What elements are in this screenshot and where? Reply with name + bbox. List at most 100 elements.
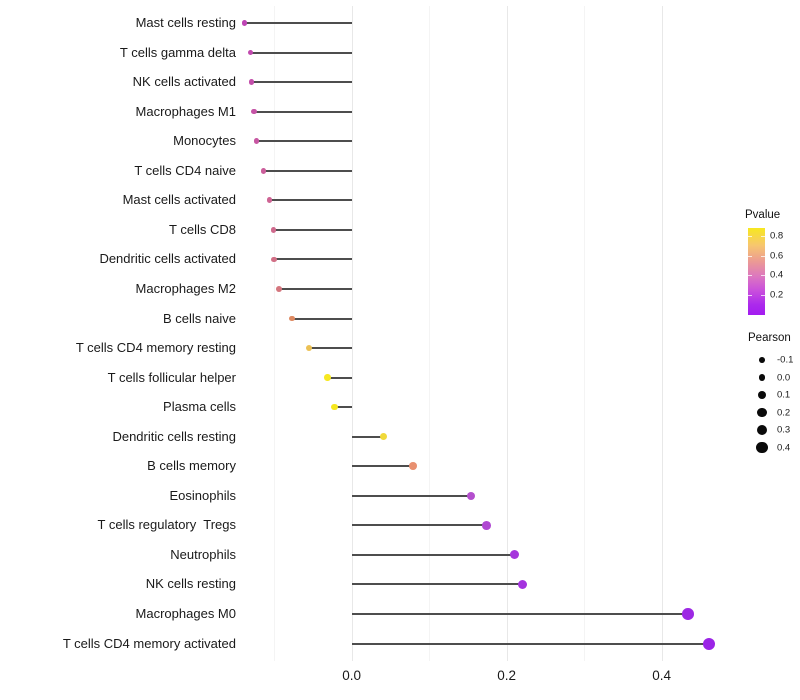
- lollipop-dot: [275, 286, 282, 292]
- category-label: T cells follicular helper: [107, 369, 236, 385]
- category-label: Macrophages M1: [135, 103, 236, 119]
- lollipop-dot: [242, 20, 248, 26]
- size-legend-label: 0.4: [777, 442, 791, 454]
- category-label: Monocytes: [173, 133, 236, 149]
- lollipop-dot: [270, 227, 277, 233]
- pvalue-legend-title: Pvalue: [745, 209, 781, 221]
- lollipop-stem: [292, 317, 352, 320]
- category-label: T cells gamma delta: [119, 44, 236, 60]
- category-label: T cells CD4 naive: [134, 162, 236, 178]
- category-label: T cells regulatory Tregs: [97, 517, 236, 533]
- lollipop-dot: [682, 608, 694, 620]
- x-tick-label: 0.2: [497, 668, 517, 683]
- colorbar-tick: [748, 255, 752, 257]
- pearson-legend-title: Pearson: [748, 332, 791, 344]
- lollipop-dot: [324, 374, 331, 381]
- size-legend-dot: [757, 408, 767, 418]
- lollipop-stem: [351, 524, 487, 527]
- category-label: Dendritic cells resting: [112, 428, 236, 444]
- colorbar-tick: [748, 235, 752, 237]
- size-legend-label: 0.2: [777, 407, 791, 419]
- size-legend-label: -0.1: [777, 354, 794, 366]
- lollipop-dot: [266, 197, 273, 204]
- lollipop-dot: [409, 462, 417, 471]
- category-label: B cells naive: [163, 310, 236, 326]
- lollipop-stem: [351, 583, 523, 586]
- category-label: T cells CD4 memory activated: [62, 635, 236, 651]
- lollipop-stem: [334, 406, 352, 409]
- category-label: Neutrophils: [170, 546, 236, 562]
- lollipop-stem: [269, 199, 352, 202]
- category-label: Eosinophils: [169, 487, 237, 503]
- category-label: T cells CD8: [169, 221, 236, 237]
- lollipop-stem: [351, 642, 709, 645]
- colorbar-tick: [761, 275, 765, 277]
- lollipop-dot: [517, 579, 527, 590]
- lollipop-stem: [274, 258, 352, 261]
- lollipop-stem: [254, 110, 352, 113]
- lollipop-stem: [244, 22, 352, 24]
- size-legend-label: 0.3: [777, 424, 791, 436]
- x-tick-label: 0.0: [342, 668, 362, 683]
- colorbar-tick-label: 0.6: [770, 250, 784, 262]
- size-legend-dot: [759, 357, 765, 363]
- lollipop-dot: [253, 138, 260, 144]
- size-legend-dot: [758, 374, 766, 381]
- minor-gridline: [429, 6, 431, 661]
- lollipop-dot: [247, 49, 253, 56]
- category-label: Plasma cells: [163, 399, 236, 415]
- colorbar-tick: [748, 275, 752, 277]
- lollipop-stem: [351, 494, 472, 497]
- lollipop-dot: [271, 256, 278, 263]
- category-label: Dendritic cells activated: [99, 251, 236, 267]
- colorbar-tick-label: 0.8: [770, 230, 784, 242]
- size-legend-dot: [758, 391, 766, 400]
- lollipop-stem: [251, 81, 352, 84]
- colorbar-tick-label: 0.2: [770, 289, 784, 301]
- colorbar-tick: [761, 235, 765, 237]
- lollipop-dot: [251, 108, 257, 115]
- x-tick-label: 0.4: [652, 668, 672, 683]
- lollipop-dot: [509, 550, 519, 560]
- lollipop-dot: [289, 315, 295, 322]
- lollipop-dot: [466, 491, 476, 501]
- lollipop-stem: [351, 465, 413, 468]
- pvalue-colorbar: [748, 228, 765, 315]
- category-label: Mast cells resting: [135, 15, 236, 30]
- lollipop-stem: [351, 613, 689, 615]
- category-label: Mast cells activated: [122, 192, 236, 208]
- colorbar-tick: [761, 255, 765, 257]
- lollipop-dot: [260, 167, 267, 174]
- lollipop-stem: [256, 140, 352, 143]
- lollipop-dot: [331, 403, 338, 411]
- lollipop-dot: [379, 433, 388, 441]
- minor-gridline: [584, 6, 586, 661]
- lollipop-stem: [351, 553, 515, 556]
- major-gridline: [506, 6, 508, 661]
- lollipop-stem: [351, 435, 384, 438]
- lollipop-stem: [250, 51, 352, 54]
- minor-gridline: [274, 6, 276, 661]
- major-gridline: [661, 6, 663, 661]
- size-legend-dot: [756, 425, 768, 436]
- size-legend-dot: [756, 442, 768, 454]
- lollipop-stem: [273, 228, 352, 231]
- lollipop-dot: [249, 79, 255, 85]
- colorbar-tick-label: 0.4: [770, 269, 784, 281]
- lollipop-dot: [702, 637, 715, 650]
- category-label: NK cells resting: [145, 576, 236, 592]
- major-gridline: [351, 6, 353, 661]
- lollipop-dot: [305, 344, 313, 352]
- category-label: NK cells activated: [132, 74, 236, 90]
- colorbar-tick: [748, 295, 752, 297]
- category-label: Macrophages M2: [135, 280, 236, 296]
- size-legend-label: 0.0: [777, 372, 791, 384]
- category-label: B cells memory: [147, 458, 236, 474]
- lollipop-dot: [482, 520, 491, 530]
- category-label: Macrophages M0: [135, 606, 236, 621]
- lollipop-stem: [327, 376, 352, 379]
- lollipop-stem: [309, 347, 352, 350]
- colorbar-tick: [761, 295, 765, 297]
- lollipop-stem: [278, 287, 352, 290]
